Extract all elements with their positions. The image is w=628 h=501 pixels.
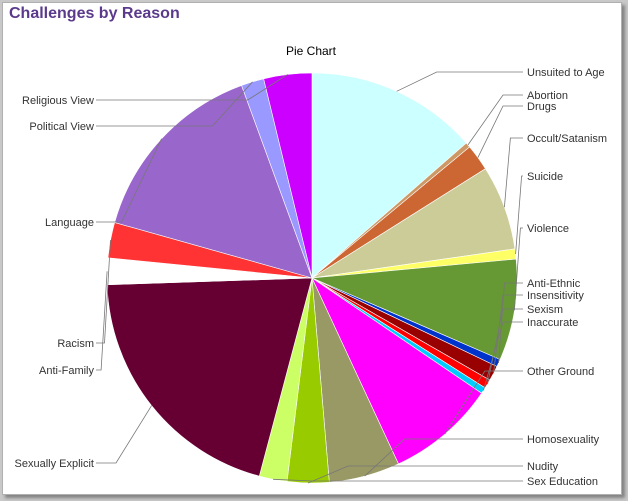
slice-label-abortion: Abortion — [527, 90, 568, 102]
page-heading: Challenges by Reason — [9, 5, 180, 22]
slice-label-political-view: Political View — [29, 121, 94, 133]
slice-label-suicide: Suicide — [527, 171, 563, 183]
slice-label-violence: Violence — [527, 223, 569, 235]
slice-label-anti-family: Anti-Family — [39, 365, 95, 377]
leader-line-nudity — [307, 465, 523, 484]
leader-line-occult-satanism — [504, 137, 523, 208]
slice-label-religious-view: Religious View — [22, 95, 94, 107]
pie-slice-unsuited-to-age — [311, 72, 467, 279]
slice-label-racism: Racism — [57, 338, 94, 350]
leader-line-abortion — [467, 94, 523, 146]
chart-title: Pie Chart — [286, 44, 337, 58]
leader-line-inaccurate — [483, 321, 523, 391]
pie-slices — [106, 72, 518, 484]
leader-line-racism — [96, 239, 111, 344]
slice-label-sexually-explicit: Sexually Explicit — [15, 458, 94, 470]
leader-line-suicide — [515, 175, 523, 255]
slice-label-sex-education: Sex Education — [527, 476, 598, 488]
slice-label-insensitivity: Insensitivity — [527, 290, 584, 302]
slice-label-language: Language — [45, 217, 94, 229]
slice-label-inaccurate: Inaccurate — [527, 317, 578, 329]
leader-line-unsuited-to-age — [396, 71, 523, 92]
leader-line-other-ground — [444, 370, 523, 435]
leader-line-drugs — [477, 105, 523, 158]
slice-label-other-ground: Other Ground — [527, 366, 594, 378]
leader-line-language — [96, 138, 162, 223]
slice-label-drugs: Drugs — [527, 101, 557, 113]
slice-label-homosexuality: Homosexuality — [527, 434, 600, 446]
leader-line-sexually-explicit — [96, 405, 152, 464]
slice-label-anti-ethnic: Anti-Ethnic — [527, 278, 581, 290]
slice-label-nudity: Nudity — [527, 461, 559, 473]
slice-label-sexism: Sexism — [527, 304, 563, 316]
slice-label-occult-satanism: Occult/Satanism — [527, 133, 607, 145]
pie-leader-lines — [96, 71, 523, 484]
leader-line-political-view — [96, 81, 253, 127]
leader-line-religious-view — [96, 74, 288, 101]
leader-line-insensitivity — [493, 294, 523, 374]
leader-line-anti-ethnic — [498, 282, 523, 364]
leader-line-sex-education — [273, 478, 523, 482]
leader-line-homosexuality — [364, 438, 523, 477]
slice-label-unsuited-to-age: Unsuited to Age — [527, 67, 605, 79]
leader-line-anti-family — [96, 271, 108, 371]
